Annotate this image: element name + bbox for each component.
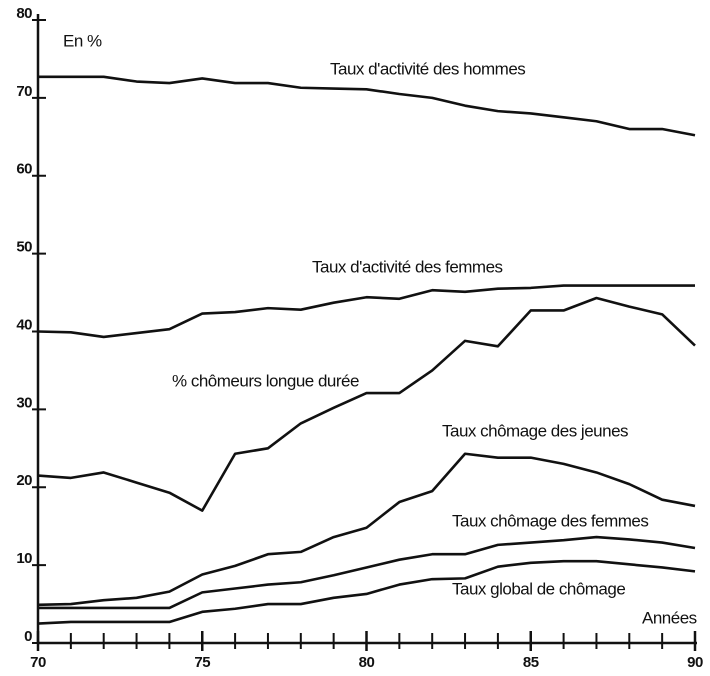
x-tick-label: 75 (194, 654, 210, 671)
y-axis-label: En % (63, 31, 102, 50)
series-line (37, 284, 695, 339)
series-label: Taux chômage des jeunes (442, 421, 628, 440)
x-axis-label: Années (642, 608, 697, 627)
y-tick-label: 20 (16, 472, 32, 489)
series-line (37, 296, 696, 512)
series-label: Taux chômage des femmes (452, 511, 648, 530)
y-tick-label: 30 (16, 394, 32, 411)
y-tick-label: 70 (16, 83, 32, 100)
series-label: Taux d'activité des hommes (330, 59, 525, 78)
y-tick-label: 40 (16, 316, 32, 333)
y-tick-label: 50 (16, 239, 32, 256)
series-line (38, 75, 696, 137)
series-line (38, 535, 696, 610)
series-label: Taux global de chômage (452, 579, 625, 598)
series-line (37, 559, 696, 625)
y-tick-label: 60 (16, 161, 32, 178)
y-tick-label: 10 (16, 550, 32, 567)
series-label: % chômeurs longue durée (172, 371, 359, 390)
x-tick-label: 80 (359, 654, 375, 671)
x-tick-label: 90 (687, 654, 703, 671)
x-tick-label: 85 (523, 654, 539, 671)
series-label: Taux d'activité des femmes (312, 257, 503, 276)
y-tick-label: 80 (16, 5, 32, 22)
x-tick-label: 70 (30, 654, 46, 671)
y-tick-label: 0 (24, 628, 32, 645)
series-line (37, 452, 696, 607)
